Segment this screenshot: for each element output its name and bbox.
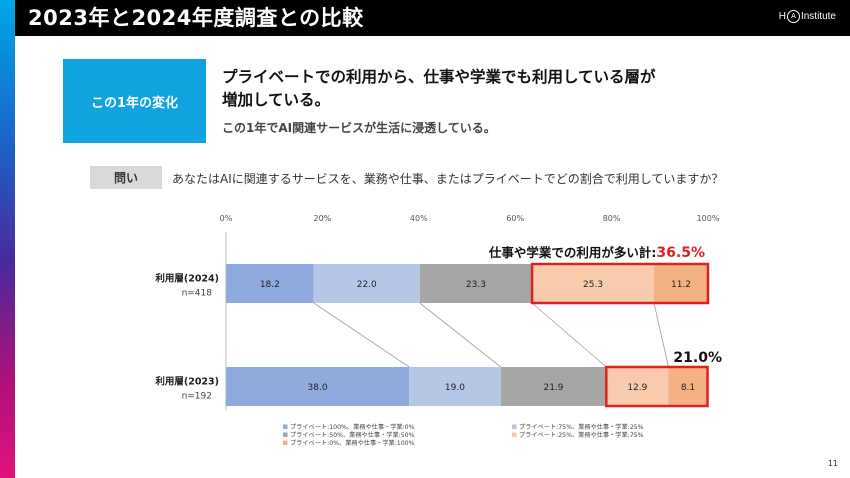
bar-segment [606, 367, 669, 406]
bar-value-label: 8.1 [681, 383, 695, 393]
logo: H A Institute [779, 10, 836, 23]
x-tick-label: 40% [410, 214, 428, 223]
connector-line [419, 302, 501, 368]
headline-line-1: プライベートでの利用から、仕事や学業でも利用している層が [222, 68, 656, 86]
total-2023-value: 21.0% [673, 350, 722, 366]
subline: この1年でAI関連サービスが生活に浸透している。 [222, 121, 496, 135]
header-bar [15, 0, 850, 36]
x-tick-label: 20% [314, 214, 332, 223]
legend-label: プライベート:75%、業務や仕事・学業:25% [519, 423, 644, 431]
legend-swatch [512, 424, 517, 429]
x-tick-label: 60% [506, 214, 524, 223]
legend-label: プライベート:50%、業務や仕事・学業:50% [290, 431, 415, 439]
bar-segment [226, 367, 410, 406]
connector-line [653, 302, 669, 368]
bar-value-label: 11.2 [671, 280, 691, 290]
logo-text-left: H [778, 11, 786, 23]
category-n-label: n=418 [182, 289, 213, 299]
logo-text-right: Institute [800, 11, 836, 23]
legend-swatch [512, 432, 517, 437]
bar-value-label: 22.0 [357, 280, 377, 290]
connector-line [531, 302, 607, 368]
bar-segment [313, 264, 420, 303]
x-tick-label: 80% [603, 214, 621, 223]
legend-label: プライベート:0%、業務や仕事・学業:100% [290, 439, 415, 447]
legend-label: プライベート:25%、業務や仕事・学業:75% [519, 431, 644, 439]
bar-segment [419, 264, 533, 303]
category-n-label: n=192 [182, 392, 212, 402]
bar-segment [532, 264, 655, 303]
bar-segment [409, 367, 501, 406]
legend-label: プライベート:100%、業務や仕事・学業:0% [290, 423, 415, 431]
bar-segment [654, 264, 708, 303]
logo-ring-icon: A [786, 10, 800, 23]
page-title: 2023年と2024年度調査との比較 [28, 6, 364, 30]
page-number: 11 [827, 459, 838, 468]
legend-swatch [283, 432, 288, 437]
bar-value-label: 21.9 [543, 383, 563, 393]
question-text: あなたはAIに関連するサービスを、業務や仕事、またはプライベートでどの割合で利用… [172, 172, 724, 186]
x-tick-label: 0% [220, 214, 233, 223]
legend-swatch [283, 424, 288, 429]
category-label: 利用層(2024) [154, 273, 219, 285]
headline: プライベートでの利用から、仕事や学業でも利用している層が 増加している。 [222, 66, 762, 112]
bar-segment [500, 367, 607, 406]
highlight-box [605, 365, 709, 408]
legend-swatch [283, 440, 288, 445]
bar-segment [226, 264, 314, 303]
bar-value-label: 12.9 [627, 383, 647, 393]
bar-value-label: 19.0 [445, 383, 465, 393]
total-2024-label: 仕事や学業での利用が多い計: [488, 245, 657, 260]
bar-value-label: 25.3 [583, 280, 603, 290]
headline-line-2: 増加している。 [222, 91, 331, 109]
total-2024-annotation: 仕事や学業での利用が多い計:36.5% [488, 245, 705, 261]
bar-value-label: 38.0 [308, 383, 328, 393]
highlight-box [530, 262, 710, 305]
bar-value-label: 23.3 [466, 280, 486, 290]
x-tick-label: 100% [697, 214, 720, 223]
bar-value-label: 18.2 [260, 280, 280, 290]
accent-strip [0, 0, 15, 478]
total-2024-value: 36.5% [656, 245, 705, 261]
connector-line [313, 302, 410, 368]
bar-segment [668, 367, 708, 406]
question-tag: 問い [90, 166, 162, 189]
change-box: この1年の変化 [63, 59, 206, 143]
category-label: 利用層(2023) [154, 376, 219, 388]
